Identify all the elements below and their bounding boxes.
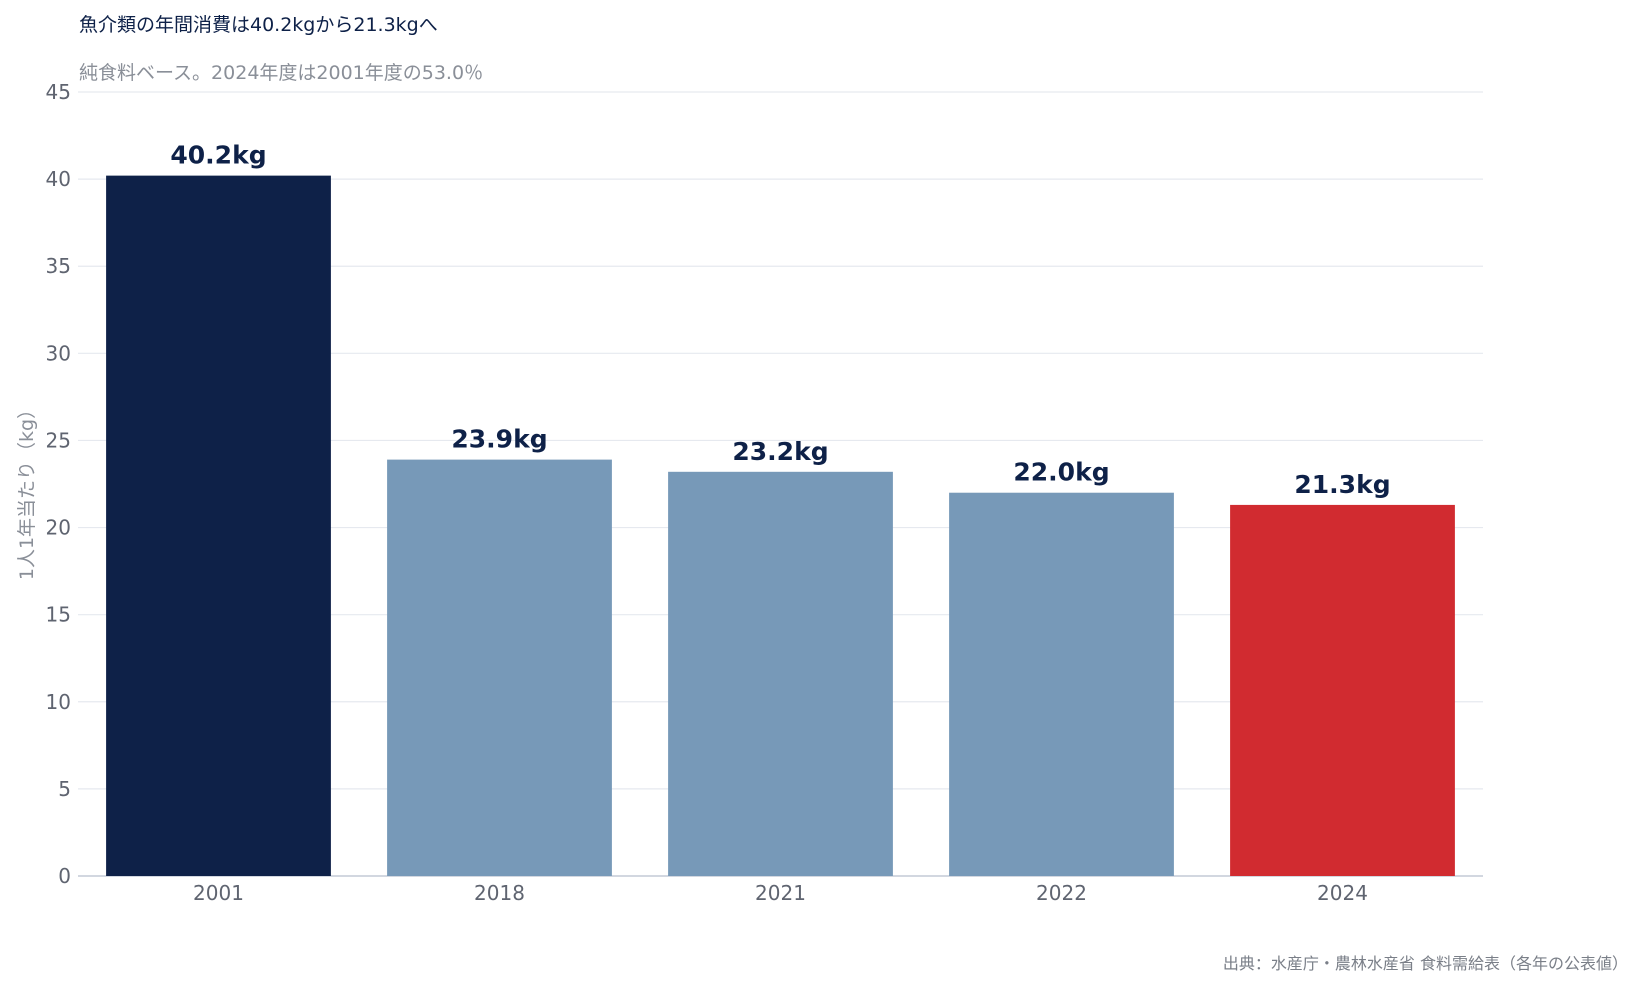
y-tick-label: 10 <box>46 690 71 714</box>
data-label-2021: 23.2kg <box>732 437 828 466</box>
y-tick-label: 15 <box>46 603 71 627</box>
y-axis-title: 1人1年当たり（kg） <box>16 400 38 580</box>
data-labels: 40.2kg 23.9kg 23.2kg 22.0kg 21.3kg <box>170 141 1390 499</box>
bar-2001 <box>106 175 331 877</box>
bar-2018 <box>387 459 612 876</box>
y-tick-label: 20 <box>46 516 71 540</box>
y-tick-label: 30 <box>46 341 71 365</box>
y-tick-label: 0 <box>58 864 71 888</box>
bars <box>106 175 1455 877</box>
source-note: 出典：水産庁・農林水産省 食料需給表（各年の公表値） <box>1222 954 1628 973</box>
data-label-2018: 23.9kg <box>451 425 547 454</box>
x-tick-label: 2001 <box>193 881 244 905</box>
chart-subtitle: 純食料ベース。2024年度は2001年度の53.0％ <box>79 62 484 84</box>
y-tick-label: 5 <box>58 777 71 801</box>
x-tick-label: 2018 <box>474 881 525 905</box>
y-tick-label: 40 <box>46 167 71 191</box>
x-axis-ticks: 2001 2018 2021 2022 2024 <box>193 881 1368 905</box>
x-tick-label: 2021 <box>755 881 806 905</box>
x-tick-label: 2024 <box>1317 881 1368 905</box>
bar-2021 <box>668 471 893 876</box>
y-tick-label: 45 <box>46 80 71 104</box>
chart-title: 魚介類の年間消費は40.2kgから21.3kgへ <box>79 14 438 36</box>
y-tick-label: 35 <box>46 254 71 278</box>
y-tick-label: 25 <box>46 428 71 452</box>
y-axis-ticks: 0 5 10 15 20 25 30 35 40 45 <box>46 80 71 888</box>
bar-2022 <box>949 492 1174 876</box>
bar-2024 <box>1230 504 1455 876</box>
data-label-2024: 21.3kg <box>1294 470 1390 499</box>
data-label-2001: 40.2kg <box>170 141 266 170</box>
x-tick-label: 2022 <box>1036 881 1087 905</box>
data-label-2022: 22.0kg <box>1013 458 1109 487</box>
